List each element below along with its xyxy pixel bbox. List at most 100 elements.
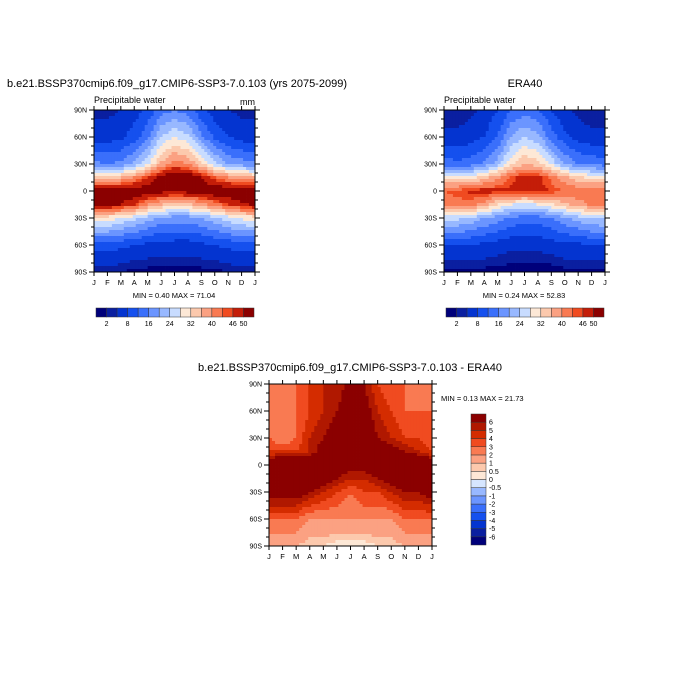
contour-cell (515, 209, 519, 213)
contour-cell (111, 203, 116, 207)
contour-cell (506, 167, 510, 171)
contour-cell (464, 113, 469, 117)
contour-cell (162, 134, 166, 138)
contour-cell (189, 128, 193, 132)
contour-cell (249, 236, 253, 240)
contour-cell (141, 140, 146, 144)
contour-cell (159, 245, 163, 249)
contour-cell (587, 140, 591, 144)
contour-cell (189, 206, 193, 210)
contour-cell (225, 224, 229, 228)
contour-cell (578, 179, 582, 183)
contour-cell (548, 182, 552, 186)
contour-cell (159, 164, 163, 168)
contour-cell (135, 209, 140, 213)
contour-cell (557, 125, 561, 129)
contour-cell (515, 215, 519, 219)
contour-cell (249, 179, 253, 183)
contour-cell (108, 218, 113, 222)
contour-cell (186, 134, 190, 138)
contour-cell (542, 110, 546, 114)
contour-cell (231, 233, 235, 237)
contour-cell (147, 254, 152, 258)
contour-cell (243, 170, 247, 174)
contour-cell (536, 167, 540, 171)
contour-cell (111, 122, 116, 126)
contour-cell (464, 116, 469, 120)
contour-cell (105, 179, 110, 183)
contour-cell (123, 140, 128, 144)
contour-cell (234, 113, 238, 117)
contour-cell (563, 134, 567, 138)
contour-cell (192, 209, 196, 213)
contour-cell (165, 140, 169, 144)
contour-cell (234, 164, 238, 168)
contour-cell (452, 149, 457, 153)
contour-cell (186, 152, 190, 156)
contour-cell (204, 254, 208, 258)
contour-cell (237, 152, 241, 156)
contour-cell (240, 164, 244, 168)
contour-cell (177, 233, 181, 237)
contour-cell (174, 122, 178, 126)
contour-cell (111, 170, 116, 174)
contour-cell (135, 254, 140, 258)
contour-cell (572, 134, 576, 138)
contour-cell (96, 227, 101, 231)
contour-cell (234, 263, 238, 267)
contour-cell (452, 128, 457, 132)
contour-cell (216, 152, 220, 156)
contour-cell (482, 155, 487, 159)
contour-cell (159, 251, 163, 255)
contour-cell (512, 215, 516, 219)
contour-cell (159, 218, 163, 222)
contour-cell (180, 203, 184, 207)
contour-cell (470, 116, 475, 120)
contour-cell (162, 182, 166, 186)
contour-cell (135, 242, 140, 246)
contour-cell (162, 179, 166, 183)
contour-cell (545, 209, 549, 213)
contour-cell (467, 206, 472, 210)
contour-cell (575, 170, 579, 174)
contour-cell (587, 209, 591, 213)
contour-cell (548, 155, 552, 159)
contour-cell (159, 146, 163, 150)
contour-cell (141, 167, 146, 171)
contour-cell (132, 182, 137, 186)
contour-cell (578, 170, 582, 174)
contour-cell (156, 206, 160, 210)
contour-cell (482, 149, 487, 153)
contour-cell (138, 152, 143, 156)
contour-cell (252, 227, 256, 231)
contour-cell (96, 212, 101, 216)
contour-cell (225, 266, 229, 270)
contour-cell (590, 113, 594, 117)
contour-cell (509, 140, 513, 144)
contour-cell (240, 137, 244, 141)
contour-cell (500, 191, 505, 195)
contour-cell (159, 149, 163, 153)
contour-cell (237, 143, 241, 147)
contour-cell (578, 113, 582, 117)
contour-cell (575, 191, 579, 195)
colorbar-box (232, 307, 244, 318)
contour-cell (599, 131, 603, 135)
contour-cell (192, 194, 196, 198)
contour-cell (171, 179, 175, 183)
contour-cell (479, 164, 484, 168)
contour-cell (527, 125, 531, 129)
contour-cell (192, 128, 196, 132)
contour-cell (452, 116, 457, 120)
contour-cell (228, 263, 232, 267)
contour-cell (105, 167, 110, 171)
contour-cell (183, 230, 187, 234)
contour-cell (183, 122, 187, 126)
contour-cell (177, 236, 181, 240)
contour-cell (252, 128, 256, 132)
contour-cell (578, 122, 582, 126)
contour-cell (446, 218, 451, 222)
contour-cell (210, 164, 214, 168)
contour-cell (545, 143, 549, 147)
contour-cell (195, 167, 199, 171)
